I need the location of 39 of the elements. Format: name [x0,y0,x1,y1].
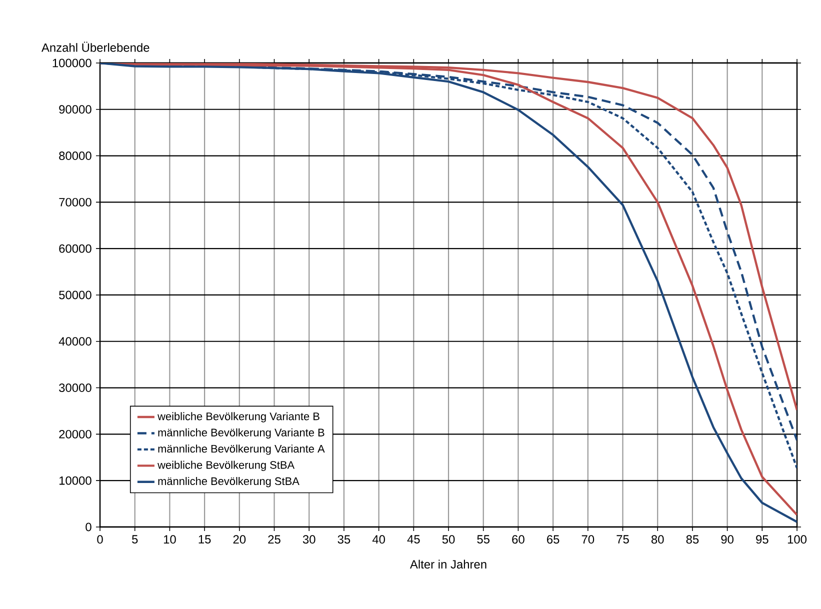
x-tick-label: 15 [198,535,211,544]
x-tick-label: 100 [788,535,807,544]
y-tick-label: 90000 [59,105,92,114]
x-tick-label: 55 [477,535,490,544]
y-tick-label: 20000 [59,430,92,438]
x-tick-label: 45 [407,535,420,544]
legend-label: männliche Bevölkerung Variante B [158,428,324,439]
legend-label: männliche Bevölkerung Variante A [158,444,325,455]
legend-label: männliche Bevölkerung StBA [158,477,300,488]
y-tick-label: 10000 [59,476,92,485]
y-tick-label: 50000 [59,290,92,300]
y-tick-label: 80000 [59,152,92,160]
x-tick-label: 95 [756,535,768,544]
x-tick-label: 25 [268,535,280,544]
y-tick-label: 70000 [59,198,92,206]
x-tick-label: 40 [372,535,385,544]
y-tick-label: 30000 [59,384,92,392]
x-tick-label: 0 [97,535,103,544]
legend-label: weibliche Bevölkerung Variante B [158,412,320,422]
y-tick-label: 60000 [59,244,92,253]
x-tick-label: 20 [233,535,246,544]
x-tick-label: 35 [338,535,350,544]
y-tick-label: 100000 [52,58,92,68]
x-tick-label: 65 [547,535,560,544]
y-tick-label: 40000 [58,337,92,346]
x-tick-label: 70 [582,535,594,544]
x-tick-label: 50 [442,535,455,544]
x-tick-label: 85 [686,535,699,544]
x-axis-title: Alter in Jahren [410,560,486,569]
legend-label: weibliche Bevölkerung StBA [158,460,295,471]
x-tick-label: 80 [651,535,664,544]
x-tick-label: 5 [132,535,138,544]
x-tick-label: 90 [721,535,734,544]
x-tick-label: 10 [164,535,176,544]
x-tick-label: 60 [512,535,524,544]
y-tick-label: 0 [86,522,92,532]
y-axis-title: Anzahl Überlebende [41,42,150,52]
x-tick-label: 75 [616,535,629,544]
x-tick-label: 30 [302,535,316,544]
